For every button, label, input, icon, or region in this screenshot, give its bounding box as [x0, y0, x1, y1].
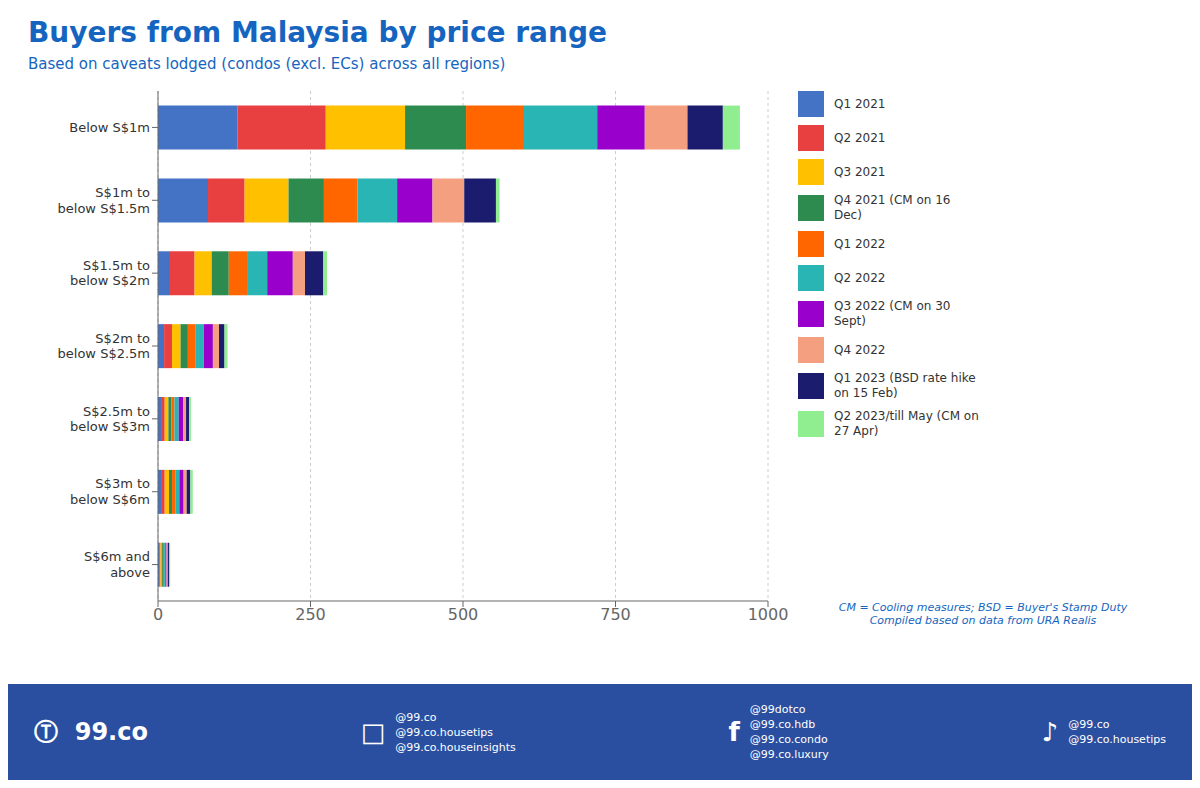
- html-text:@99.co @99.co.housetips: @99.co @99.co.housetips: [1068, 718, 1166, 746]
- html-text:Q2 2022: Q2 2022: [834, 270, 886, 285]
- svg-text:Below S$1m: Below S$1m: [69, 120, 150, 135]
- svg-text:S$2m tobelow S$2.5m: S$2m tobelow S$2.5m: [58, 331, 150, 362]
- svg-text:0: 0: [153, 605, 163, 624]
- svg-text:1000: 1000: [748, 605, 789, 624]
- svg-text:500: 500: [448, 605, 479, 624]
- html-text:Q2 2023/till May (CM on 27 Apr: Q2 2023/till May (CM on 27 Apr): [834, 409, 979, 438]
- html-text:Ⓣ 99.co: Ⓣ 99.co: [34, 718, 148, 746]
- html-text:Q1 2022: Q1 2022: [834, 236, 886, 251]
- html-text:Q4 2021 (CM on 16 Dec): Q4 2021 (CM on 16 Dec): [834, 193, 951, 222]
- html-text:Buyers from Malaysia by price: Buyers from Malaysia by price range: [28, 16, 607, 49]
- html-text:@99.co @99.co.housetips @99.co: @99.co @99.co.housetips @99.co.houseinsi…: [395, 710, 516, 754]
- svg-text:S$6m andabove: S$6m andabove: [84, 549, 150, 580]
- svg-text:S$1m tobelow S$1.5m: S$1m tobelow S$1.5m: [58, 185, 150, 216]
- svg-text:250: 250: [295, 605, 326, 624]
- svg-text:S$3m tobelow S$6m: S$3m tobelow S$6m: [70, 476, 150, 507]
- html-text:Q1 2021: Q1 2021: [834, 96, 886, 111]
- html-text:Q4 2022: Q4 2022: [834, 342, 886, 357]
- html-text:@99dotco @99.co.hdb @99.co.con: @99dotco @99.co.hdb @99.co.condo @99.co.…: [749, 703, 829, 761]
- html-text:Q3 2022 (CM on 30 Sept): Q3 2022 (CM on 30 Sept): [834, 299, 951, 328]
- svg-text:S$2.5m tobelow S$3m: S$2.5m tobelow S$3m: [70, 404, 150, 435]
- html-text:CM = Cooling measures; BSD = B: CM = Cooling measures; BSD = Buyer's Sta…: [838, 601, 1128, 627]
- html-text:Based on caveats lodged (condo: Based on caveats lodged (condos (excl. E…: [28, 55, 506, 73]
- html-text:Q2 2021: Q2 2021: [834, 130, 886, 145]
- svg-text:S$1.5m tobelow S$2m: S$1.5m tobelow S$2m: [70, 258, 150, 289]
- html-text:Q3 2021: Q3 2021: [834, 164, 886, 179]
- svg-text:750: 750: [600, 605, 631, 624]
- html-text:Q1 2023 (BSD rate hike on 15 F: Q1 2023 (BSD rate hike on 15 Feb): [834, 371, 976, 400]
- html-text:f: f: [728, 717, 740, 747]
